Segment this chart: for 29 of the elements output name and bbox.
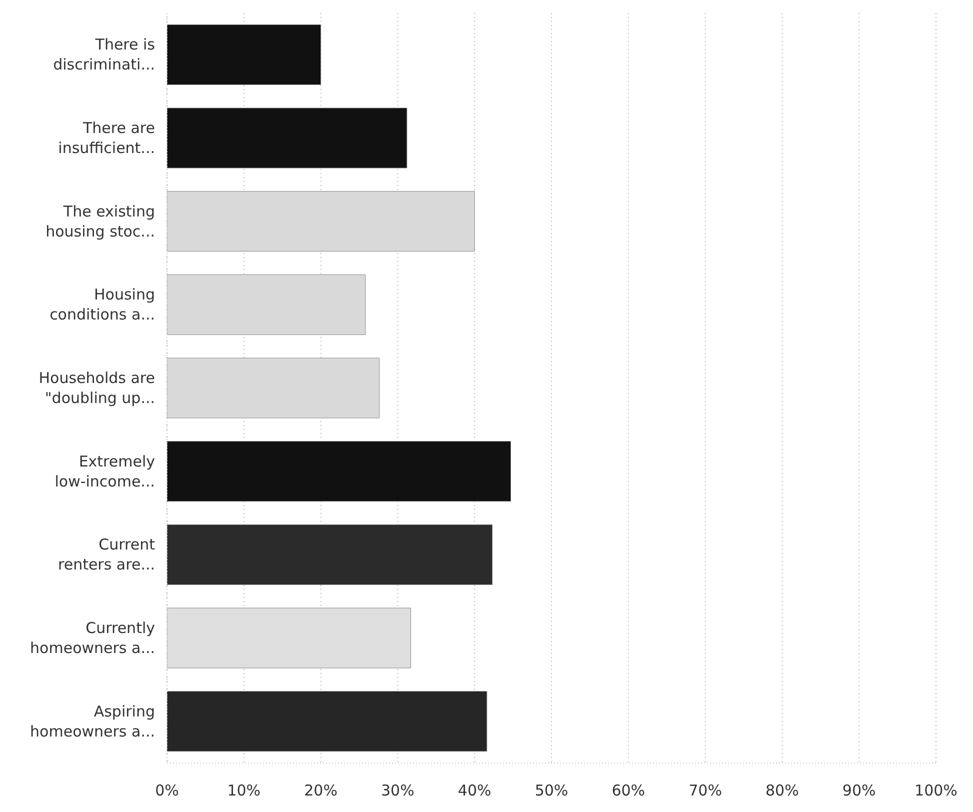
x-tick-label: 90% [842,782,876,800]
bar [167,691,488,752]
x-tick-label: 10% [227,782,261,800]
y-tick-label: The existing housing stoc... [46,202,155,240]
x-tick-label: 0% [155,782,179,800]
bar [167,441,511,502]
y-tick-label: Housing conditions a... [50,286,155,324]
bar [167,191,475,252]
y-tick-label: There are insufficient... [58,119,155,157]
y-tick-label: Aspiring homeowners a... [30,702,155,740]
y-tick-label: Extremely low-income... [54,452,156,490]
bar [167,24,322,85]
x-tick-label: 100% [914,782,958,800]
x-tick-label: 40% [458,782,492,800]
x-tick-label: 60% [612,782,646,800]
bar [167,608,412,668]
x-tick-label: 70% [688,782,722,800]
y-tick-label: Currently homeowners a... [30,619,156,657]
x-tick-label: 30% [381,782,414,800]
bar [167,524,493,585]
x-tick-label: 50% [534,782,568,800]
bar [167,358,380,418]
bar [167,108,408,168]
y-tick-label: There is discriminati... [53,36,156,74]
y-tick-label: Households are "doubling up... [38,369,155,407]
x-tick-label: 80% [766,782,799,800]
bar [167,274,366,335]
y-tick-label: Current renters are... [58,536,156,574]
x-tick-label: 20% [304,782,338,800]
